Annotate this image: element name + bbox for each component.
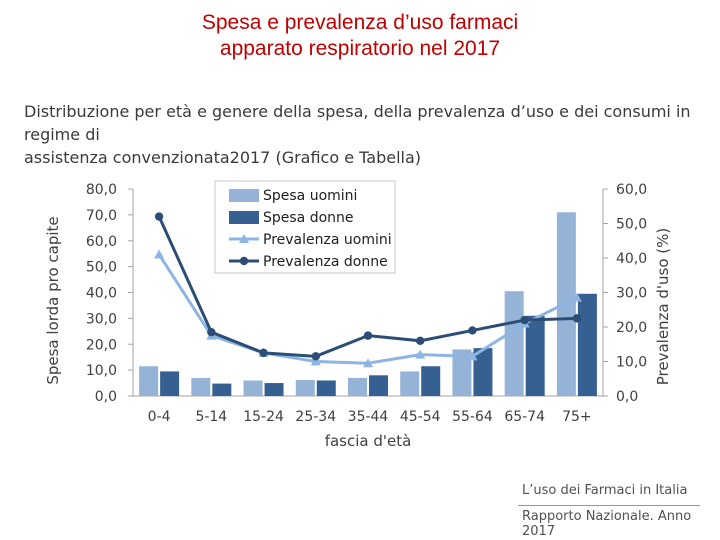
point-prevalenza-uomini [467,351,478,361]
bar-spesa-uomini [295,379,315,396]
footer-report-name: Rapporto Nazionale. Anno 2017 [522,509,692,539]
point-prevalenza-donne [363,331,373,340]
x-tick-label: 45-54 [400,409,441,425]
legend-swatch-spesa-donne [229,211,259,224]
y-left-tick-label: 50,0 [86,260,117,276]
x-axis-title: fascia d'età [325,432,412,450]
legend-label: Prevalenza uomini [263,232,392,248]
bar-spesa-donne [421,366,441,396]
chart-subtitle: Distribuzione per età e genere della spe… [24,100,704,169]
bar-spesa-uomini [452,349,472,396]
subtitle-line1: Distribuzione per età e genere della spe… [24,102,691,144]
point-prevalenza-donne [416,336,425,345]
spesa-prevalenza-chart: 0,0 10,0 20,0 30,0 40,0 50,0 60,0 70,0 80,0 0,0 10… [44,180,672,450]
legend-label: Spesa uomini [263,188,357,204]
point-prevalenza-uomini [154,249,165,259]
bar-spesa-donne [525,315,545,396]
y-left-tick-label: 30,0 [86,311,117,327]
legend-marker-triangle [239,234,249,243]
y-right-tick-label: 0,0 [616,389,638,405]
x-tick-label: 0-4 [148,409,171,425]
x-tick-label: 75+ [562,409,592,425]
x-tick-label: 35-44 [348,409,389,425]
point-prevalenza-donne [311,352,320,361]
slide-title: Spesa e prevalenza d’uso farmaci apparat… [0,10,720,62]
point-prevalenza-uomini [571,292,582,302]
point-prevalenza-donne [520,315,529,325]
x-tick-label: 55-64 [452,409,493,425]
point-prevalenza-uomini [310,356,321,366]
y-right-tick-label: 30,0 [616,286,647,302]
y-left-tick-label: 60,0 [86,234,117,250]
bar-spesa-uomini [243,380,263,396]
y-left-tick-label: 0,0 [95,389,117,405]
x-tick-label: 25-34 [295,409,336,425]
point-prevalenza-donne [468,326,477,335]
bar-spesa-uomini [400,371,420,396]
legend-label: Spesa donne [263,210,354,226]
y-right-tick-label: 60,0 [616,182,647,198]
bar-spesa-uomini [139,366,159,396]
y-axis-right-title: Prevalenza d'uso (%) [654,228,672,386]
y-left-tick-label: 80,0 [86,182,117,198]
point-prevalenza-donne [154,212,164,221]
legend-marker-circle [239,256,249,266]
y-left-tick-label: 20,0 [86,337,117,353]
legend-label: Prevalenza donne [263,254,388,270]
y-right-tick-label: 40,0 [616,251,647,267]
point-prevalenza-donne [259,348,268,358]
bar-spesa-donne [264,383,284,396]
x-tick-label: 15-24 [243,409,284,425]
bar-spesa-donne [473,348,493,396]
y-left-tick-label: 10,0 [86,363,117,379]
point-prevalenza-donne [572,314,582,323]
y-right-tick-label: 10,0 [616,355,647,371]
bar-spesa-uomini [191,377,211,396]
bar-spesa-uomini [504,291,524,396]
bar-spesa-donne [160,371,180,396]
point-prevalenza-uomini [363,358,373,368]
bar-spesa-donne [577,293,597,396]
y-left-tick-label: 70,0 [86,208,117,224]
bar-spesa-donne [369,375,388,396]
bar-spesa-donne [316,380,336,396]
point-prevalenza-uomini [415,349,426,359]
bar-spesa-donne [212,383,232,396]
point-prevalenza-donne [207,327,216,337]
bar-spesa-uomini [348,377,367,396]
y-right-tick-label: 50,0 [616,217,647,233]
footer-publication-title: L’uso dei Farmaci in Italia [522,483,688,498]
x-tick-label: 5-14 [195,409,227,425]
slide-title-line2: apparato respiratorio nel 2017 [219,37,501,60]
y-axis-left-title: Spesa lorda pro capite [44,216,62,384]
y-right-tick-label: 20,0 [616,320,647,336]
x-tick-label: 65-74 [504,409,545,425]
footer-divider [518,505,700,506]
slide-title-line1: Spesa e prevalenza d’uso farmaci [201,11,519,34]
subtitle-line2: assistenza convenzionata2017 (Grafico e … [24,148,422,167]
legend-swatch-spesa-uomini [229,189,259,202]
y-left-tick-label: 40,0 [86,286,117,302]
